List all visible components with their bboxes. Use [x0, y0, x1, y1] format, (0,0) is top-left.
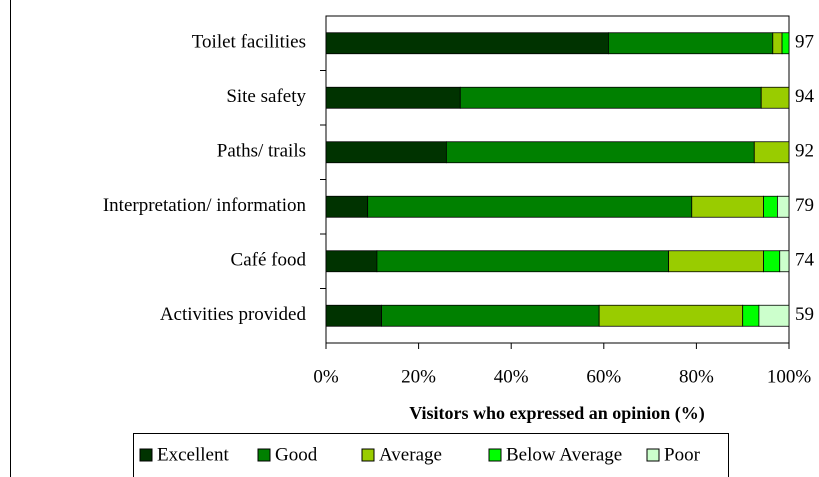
y-tick-label: Paths/ trails: [217, 141, 306, 162]
bar-segment: [445, 141, 755, 164]
bar-segment: [772, 32, 783, 55]
legend-label: Average: [379, 444, 442, 465]
bar-segment: [376, 250, 670, 273]
bar-segment: [753, 141, 790, 164]
x-axis-title: Visitors who expressed an opinion (%): [409, 403, 705, 424]
bar-segment: [367, 195, 693, 218]
bar-segment: [779, 250, 790, 273]
y-tick-label: Site safety: [226, 86, 306, 107]
bar-segment: [381, 304, 600, 327]
bar-segment: [598, 304, 744, 327]
x-tick-label: 80%: [679, 366, 714, 387]
bar-segment: [668, 250, 764, 273]
bar-segment: [777, 195, 790, 218]
total-label: 74: [795, 250, 815, 271]
bar-segment: [742, 304, 760, 327]
legend-swatch: [139, 448, 153, 462]
y-tick-label: Toilet facilities: [192, 32, 306, 53]
bar-segment: [760, 86, 790, 109]
legend-swatch: [646, 448, 660, 462]
bar-segment: [691, 195, 764, 218]
bar-segment: [608, 32, 774, 55]
legend-swatch: [257, 448, 271, 462]
y-tick-label: Café food: [231, 250, 307, 271]
bar-segment: [325, 141, 447, 164]
x-tick-label: 60%: [586, 366, 621, 387]
legend-swatch: [361, 448, 375, 462]
bar-segment: [758, 304, 790, 327]
total-label: 97: [795, 32, 814, 53]
total-label: 94: [795, 86, 815, 107]
legend-box: [133, 433, 729, 477]
bar-segment: [459, 86, 762, 109]
bar-segment: [763, 250, 781, 273]
plot-area: [325, 15, 790, 344]
x-tick-label: 40%: [494, 366, 529, 387]
bar-segment: [781, 32, 790, 55]
bar-segment: [325, 304, 382, 327]
bar-segment: [325, 86, 461, 109]
legend-label: Below Average: [506, 444, 622, 465]
legend-label: Good: [275, 444, 318, 465]
total-label: 92: [795, 141, 814, 162]
bar-segment: [325, 32, 609, 55]
legend-label: Excellent: [157, 444, 229, 465]
x-tick-label: 20%: [401, 366, 436, 387]
x-tick-label: 100%: [767, 366, 812, 387]
bar-segment: [763, 195, 778, 218]
legend-swatch: [488, 448, 502, 462]
total-label: 59: [795, 304, 814, 325]
bar-segment: [325, 250, 378, 273]
legend-label: Poor: [664, 444, 701, 465]
y-tick-label: Activities provided: [160, 304, 307, 325]
total-label: 79: [795, 195, 814, 216]
x-tick-label: 0%: [313, 366, 339, 387]
y-tick-label: Interpretation/ information: [103, 195, 307, 216]
bar-segment: [325, 195, 369, 218]
